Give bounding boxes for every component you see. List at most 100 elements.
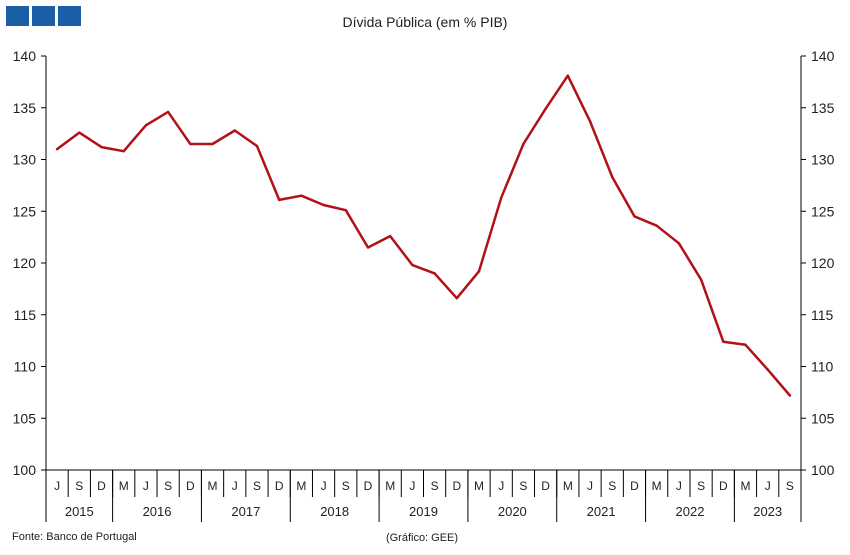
x-tick-label: D — [97, 479, 106, 493]
logo-block-2 — [32, 6, 55, 26]
data-point — [300, 194, 303, 197]
data-point — [677, 242, 681, 245]
year-label: 2018 — [320, 504, 349, 519]
x-tick-label: J — [54, 479, 60, 493]
x-tick-label: M — [563, 479, 573, 493]
x-tick-label: M — [740, 479, 750, 493]
data-point — [166, 110, 170, 114]
chart-title: Dívida Pública (em % PIB) — [343, 14, 508, 30]
x-tick-label: D — [541, 479, 550, 493]
x-tick-label: D — [630, 479, 639, 493]
y-tick-label-right: 110 — [811, 359, 834, 375]
x-tick-label: M — [474, 479, 484, 493]
y-tick-label-right: 100 — [811, 462, 835, 478]
data-point — [477, 270, 481, 273]
x-tick-label: M — [208, 479, 218, 493]
year-label: 2022 — [676, 504, 705, 519]
y-tick-label-left: 135 — [13, 100, 37, 116]
y-tick-label-left: 115 — [14, 307, 37, 323]
data-point — [211, 142, 214, 146]
x-tick-label: J — [676, 479, 682, 493]
y-tick-label-right: 115 — [811, 307, 834, 323]
data-point — [611, 175, 614, 179]
data-point — [255, 144, 259, 148]
x-tick-label: D — [364, 479, 373, 493]
data-point — [633, 215, 636, 218]
y-tick-label-right: 130 — [811, 152, 835, 168]
data-point — [655, 224, 658, 227]
x-tick-label: S — [164, 479, 172, 493]
x-tick-label: J — [498, 479, 504, 493]
y-tick-label-left: 120 — [13, 255, 37, 271]
x-tick-label: M — [652, 479, 662, 493]
x-tick-label: D — [719, 479, 728, 493]
data-point — [500, 196, 503, 199]
chart-axes: 100 100 105 105 110 110 115 115 120 120 125 125 130 1… — [13, 48, 835, 522]
data-point — [344, 209, 347, 212]
year-label: 2017 — [231, 504, 260, 519]
data-point — [189, 142, 192, 146]
x-tick-label: J — [409, 479, 415, 493]
x-tick-label: J — [765, 479, 771, 493]
x-tick-label: S — [519, 479, 527, 493]
data-point — [722, 340, 725, 343]
y-tick-label-left: 110 — [14, 359, 37, 375]
series-line — [55, 74, 792, 397]
y-tick-label-right: 125 — [811, 203, 835, 219]
data-point — [744, 343, 747, 346]
data-point — [566, 74, 570, 77]
data-point — [411, 263, 414, 267]
data-point — [277, 198, 281, 202]
x-tick-label: J — [321, 479, 327, 493]
credit-note: (Gráfico: GEE) — [386, 532, 458, 544]
logo — [6, 6, 81, 26]
year-label: 2016 — [143, 504, 172, 519]
y-tick-label-left: 130 — [13, 152, 37, 168]
data-point — [588, 120, 592, 123]
year-label: 2021 — [587, 504, 616, 519]
x-tick-label: S — [75, 479, 83, 493]
x-tick-label: S — [342, 479, 350, 493]
x-tick-label: D — [275, 479, 284, 493]
x-tick-label: D — [186, 479, 195, 493]
data-point — [788, 394, 792, 397]
data-point — [55, 147, 59, 151]
x-tick-label: D — [452, 479, 461, 493]
data-point — [433, 272, 436, 275]
logo-block-1 — [6, 6, 29, 26]
y-tick-label-left: 100 — [13, 462, 37, 478]
x-tick-label: S — [608, 479, 616, 493]
data-point — [544, 107, 547, 110]
x-tick-label: S — [431, 479, 439, 493]
data-point — [78, 131, 81, 134]
y-tick-label-left: 140 — [13, 48, 37, 64]
data-point — [366, 246, 370, 249]
data-point — [766, 368, 769, 371]
y-tick-label-right: 105 — [811, 410, 835, 426]
x-tick-label: M — [119, 479, 129, 493]
x-tick-label: M — [296, 479, 306, 493]
x-tick-label: S — [786, 479, 794, 493]
data-point — [455, 296, 459, 300]
x-tick-label: M — [385, 479, 395, 493]
year-label: 2015 — [65, 504, 94, 519]
year-label: 2023 — [753, 504, 782, 519]
logo-block-3 — [58, 6, 81, 26]
data-point — [522, 142, 525, 146]
data-point — [388, 234, 392, 238]
data-point — [122, 150, 125, 153]
x-tick-label: S — [253, 479, 261, 493]
y-tick-label-right: 120 — [811, 255, 835, 271]
data-point — [699, 278, 703, 281]
data-point — [233, 129, 236, 132]
source-note: Fonte: Banco de Portugal — [12, 531, 137, 543]
data-point — [144, 124, 148, 127]
y-tick-label-left: 105 — [13, 410, 37, 426]
data-point — [322, 203, 325, 207]
y-tick-label-right: 140 — [811, 48, 835, 64]
x-tick-label: S — [697, 479, 705, 493]
x-tick-label: J — [143, 479, 149, 493]
data-point — [100, 145, 103, 149]
x-tick-label: J — [587, 479, 593, 493]
